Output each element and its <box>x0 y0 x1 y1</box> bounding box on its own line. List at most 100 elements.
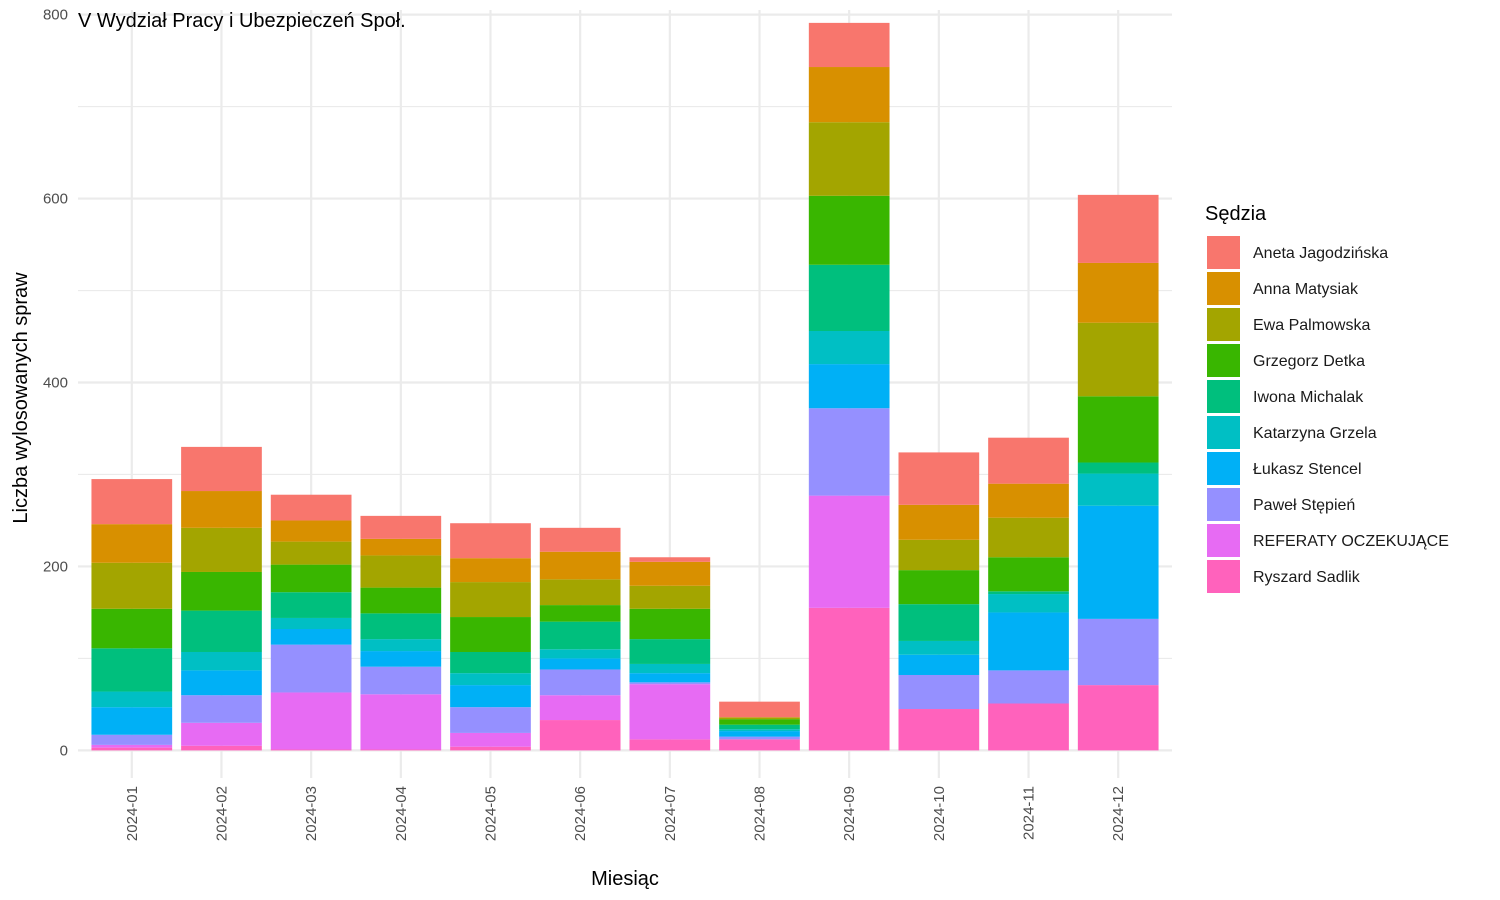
bar-segment <box>898 504 980 540</box>
bar-segment <box>450 685 531 708</box>
bar-segment <box>719 719 800 725</box>
bar-segment <box>629 682 711 685</box>
chart-title: V Wydział Pracy i Ubezpieczeń Społ. <box>78 10 406 32</box>
bar-segment <box>1077 473 1159 506</box>
bar-segment <box>181 610 262 652</box>
bar-segment <box>1077 396 1159 463</box>
bar-segment <box>808 607 890 751</box>
bar-segment <box>629 739 711 751</box>
legend-swatch <box>1207 416 1240 449</box>
x-axis-ticks: 2024-01 2024-02 2024-03 2024-04 2024-05 2024-… <box>124 786 1127 841</box>
x-tick-label: 2024-07 <box>662 786 679 841</box>
y-tick-label: 400 <box>43 375 68 392</box>
legend-label: Aneta Jagodzińska <box>1253 245 1388 262</box>
x-tick-label: 2024-10 <box>931 786 948 841</box>
legend-label: Ryszard Sadlik <box>1253 569 1361 586</box>
bar-segment <box>270 494 352 521</box>
legend-item: Katarzyna Grzela <box>1207 416 1377 449</box>
bar-segment <box>91 747 173 751</box>
x-tick-label: 2024-08 <box>752 786 769 841</box>
bar-segment <box>270 617 352 629</box>
x-tick-label: 2024-04 <box>393 786 410 841</box>
bar-segment <box>360 749 442 751</box>
bar-segment <box>450 673 531 686</box>
legend-label: Ewa Palmowska <box>1253 317 1370 334</box>
legend-label: Łukasz Stencel <box>1253 461 1362 478</box>
bar-segment <box>91 691 173 708</box>
bar-segment <box>1077 618 1159 686</box>
bar-segment <box>270 541 352 565</box>
bar-segment <box>988 517 1069 558</box>
bar-segment <box>450 707 531 733</box>
bar-segment <box>719 736 800 740</box>
bar-segment <box>360 694 442 750</box>
bar-segment <box>808 22 890 68</box>
bar-segment <box>270 628 352 645</box>
bar-segment <box>360 613 442 640</box>
bar-segment <box>181 651 262 671</box>
legend-swatch <box>1207 380 1240 413</box>
y-tick-label: 200 <box>43 558 68 575</box>
bar-segment <box>629 673 711 683</box>
bar-segment <box>360 587 442 614</box>
bar-segment <box>719 717 800 720</box>
bar-segment <box>360 515 442 539</box>
bar-segment <box>181 571 262 611</box>
bar-segment <box>539 621 621 650</box>
bar-segment <box>539 669 621 696</box>
bar-segment <box>360 651 442 667</box>
bar-segment <box>1077 262 1159 323</box>
bar-segment <box>988 612 1069 671</box>
bar-segment <box>270 592 352 618</box>
bar-segment <box>719 729 800 732</box>
x-tick-label: 2024-05 <box>482 786 499 841</box>
legend-item: Paweł Stępień <box>1207 488 1355 521</box>
bar-segment <box>719 701 800 718</box>
legend-label: Anna Matysiak <box>1253 281 1359 298</box>
bar-segment <box>91 648 173 692</box>
bar-segment <box>898 654 980 675</box>
bar-segment <box>808 364 890 409</box>
bar-segment <box>629 684 711 740</box>
bar-segment <box>988 437 1069 484</box>
bar-segment <box>91 608 173 649</box>
bar-segment <box>808 195 890 265</box>
bar-segment <box>91 734 173 745</box>
legend-swatch <box>1207 272 1240 305</box>
bar-segment <box>181 695 262 723</box>
legend-item: Ryszard Sadlik <box>1207 560 1361 593</box>
legend-swatch <box>1207 488 1240 521</box>
bar-segment <box>719 739 800 751</box>
bar-segment <box>808 264 890 331</box>
bar-segment <box>629 585 711 609</box>
x-tick-label: 2024-01 <box>124 786 141 841</box>
bar-segment <box>808 122 890 196</box>
y-axis-ticks: 0 200 400 600 800 <box>43 7 68 760</box>
bars-layer <box>91 22 1159 751</box>
x-tick-label: 2024-12 <box>1110 786 1127 841</box>
y-axis-title: Liczba wylosowanych spraw <box>10 272 32 524</box>
x-tick-label: 2024-03 <box>303 786 320 841</box>
bar-segment <box>719 731 800 737</box>
bar-segment <box>629 557 711 562</box>
bar-segment <box>450 746 531 751</box>
bar-segment <box>898 452 980 505</box>
bar-segment <box>270 520 352 542</box>
y-tick-label: 800 <box>43 7 68 24</box>
bar-segment <box>1077 322 1159 397</box>
bar-segment <box>988 557 1069 592</box>
bar-segment <box>270 644 352 693</box>
bar-segment <box>450 732 531 747</box>
bar-segment <box>898 539 980 571</box>
legend-title: Sędzia <box>1205 203 1267 225</box>
legend-item: Ewa Palmowska <box>1207 308 1370 341</box>
bar-segment <box>988 703 1069 751</box>
bar-segment <box>1077 194 1159 263</box>
legend-swatch <box>1207 236 1240 269</box>
bar-segment <box>898 709 980 751</box>
bar-segment <box>988 483 1069 518</box>
legend-item: Grzegorz Detka <box>1207 344 1365 377</box>
legend-swatch <box>1207 452 1240 485</box>
